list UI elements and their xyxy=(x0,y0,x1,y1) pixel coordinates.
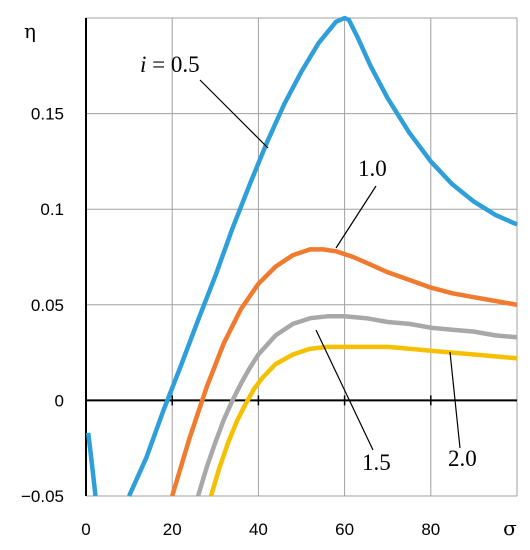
x-axis-label: σ xyxy=(503,516,517,540)
y-axis-label: η xyxy=(24,19,36,43)
series-line xyxy=(127,15,518,497)
x-tick-label: 60 xyxy=(335,520,354,539)
series-line xyxy=(85,432,98,497)
series-label-part: = 0.5 xyxy=(146,52,199,77)
axes xyxy=(85,18,517,496)
series-line xyxy=(195,314,518,497)
tick-labels: 0 20 40 60 80 −0.05 0 0.05 0.1 0.15 xyxy=(21,105,440,539)
series-label: 1.5 xyxy=(362,450,391,475)
y-tick-label: 0.05 xyxy=(31,296,64,315)
y-tick-label: 0.1 xyxy=(40,200,64,219)
grid-lines xyxy=(86,17,518,497)
x-tick-label: 0 xyxy=(81,520,90,539)
y-tick-label: 0.15 xyxy=(31,105,64,124)
series-lines xyxy=(85,15,518,497)
x-tick-label: 40 xyxy=(249,520,268,539)
series-label: i = 0.5 xyxy=(140,52,200,77)
series-line xyxy=(208,344,518,497)
annotations: i = 0.5 1.0 1.5 2.0 xyxy=(140,52,477,475)
annotation-leader-line xyxy=(199,79,269,149)
annotation-leader-line xyxy=(449,351,461,449)
series-label-part: i xyxy=(140,52,146,77)
y-tick-label: −0.05 xyxy=(21,487,64,506)
series-label: 2.0 xyxy=(448,446,477,471)
x-tick-label: 80 xyxy=(421,520,440,539)
series-label-part: 1.0 xyxy=(358,156,387,181)
series-label-part: 1.5 xyxy=(362,450,391,475)
y-tick-label: 0 xyxy=(55,391,64,410)
series-line xyxy=(170,247,518,497)
annotation-leader-line xyxy=(315,329,374,451)
x-tick-label: 20 xyxy=(163,520,182,539)
annotation-leader-line xyxy=(335,185,377,249)
series-label-part: 2.0 xyxy=(448,446,477,471)
series-label: 1.0 xyxy=(358,156,387,181)
